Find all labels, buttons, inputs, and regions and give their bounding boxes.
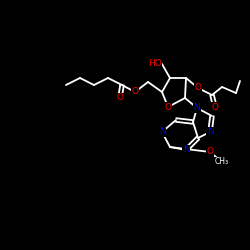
- Text: HO: HO: [148, 60, 162, 68]
- Text: O: O: [132, 88, 138, 96]
- Text: N: N: [182, 146, 190, 154]
- Text: O: O: [206, 148, 214, 156]
- Text: O: O: [164, 102, 172, 112]
- Text: N: N: [159, 128, 166, 136]
- Text: N: N: [206, 128, 214, 136]
- Text: O: O: [116, 94, 123, 102]
- Text: O: O: [194, 84, 202, 92]
- Text: N: N: [194, 104, 200, 112]
- Text: CH₃: CH₃: [215, 158, 229, 166]
- Text: O: O: [212, 102, 218, 112]
